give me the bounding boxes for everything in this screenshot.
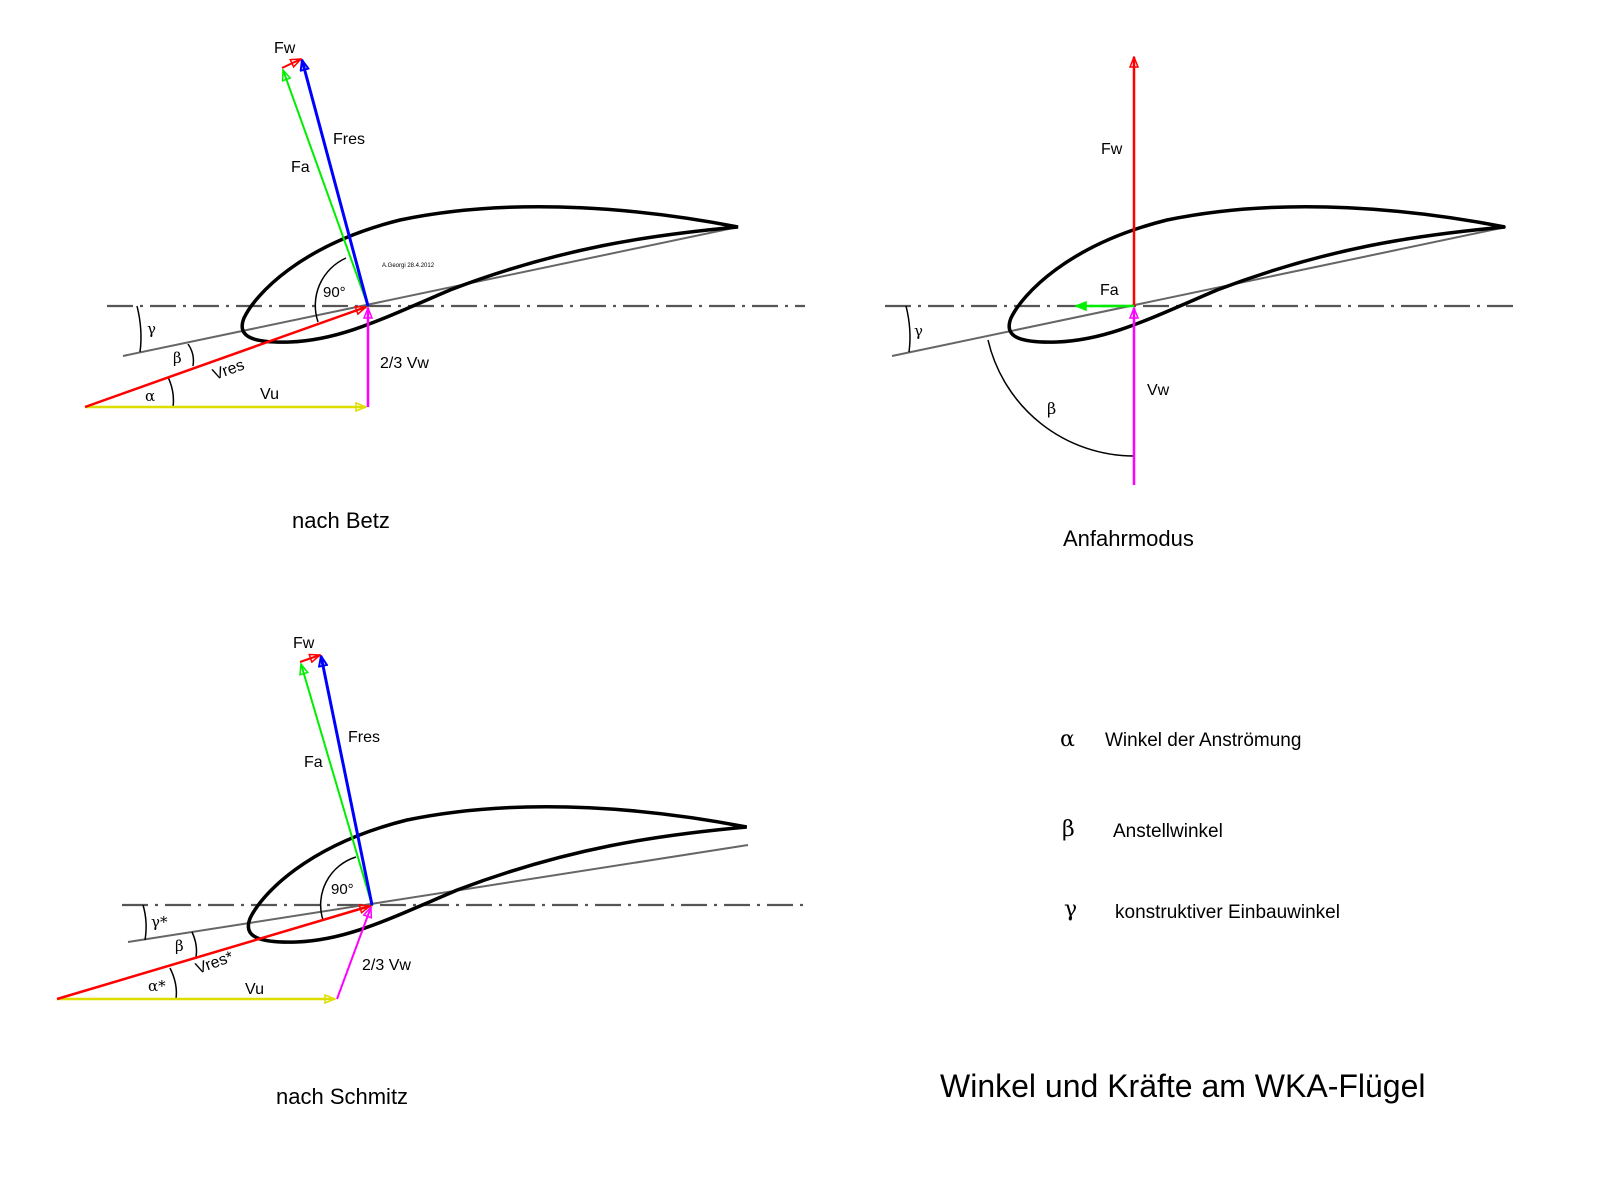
gamma-arc (142, 904, 147, 941)
vw-label: 2/3 Vw (380, 355, 429, 372)
legend-symbol-beta: β (1062, 817, 1075, 842)
chord-line (122, 226, 739, 357)
vu-label: Vu (245, 981, 264, 998)
right-angle-arc (314, 257, 347, 323)
beta-label: β (175, 937, 184, 955)
gamma-label: γ* (151, 913, 168, 931)
fres-arrow (302, 60, 370, 307)
legend-text-gamma: konstruktiver Einbauwinkel (1115, 902, 1340, 923)
vres-arrow (56, 906, 370, 1001)
right-angle-label: 90° (331, 881, 354, 898)
gamma-label: γ (147, 320, 156, 338)
chord-line (127, 844, 749, 943)
betz-caption: nach Betz (292, 508, 390, 533)
legend-text-beta: Anstellwinkel (1113, 821, 1223, 842)
alpha-label: α (145, 387, 155, 405)
right-angle-label: 90° (323, 284, 346, 301)
fres-arrow (321, 656, 374, 906)
page-title: Winkel und Kräfte am WKA-Flügel (940, 1068, 1426, 1104)
legend-symbol-gamma: γ (1064, 897, 1077, 922)
anfahr-caption: Anfahrmodus (1063, 526, 1194, 551)
fa-label: Fa (304, 754, 323, 771)
fa-label: Fa (1100, 282, 1119, 299)
vw-label: 2/3 Vw (362, 957, 411, 974)
author-signature: A.Georgi 28.4.2012 (382, 263, 435, 269)
airfoil-profile (240, 204, 740, 344)
airfoil-profile (1007, 204, 1507, 344)
fw-label: Fw (293, 635, 315, 652)
fres-label: Fres (333, 131, 365, 148)
fa-arrow (283, 70, 369, 307)
vu-label: Vu (260, 386, 279, 403)
vres-arrow (84, 307, 366, 409)
gamma-arc (136, 305, 142, 353)
beta-arc (987, 339, 1135, 457)
legend-symbol-alpha: α (1060, 727, 1075, 752)
fw-arrow (281, 58, 301, 69)
right-angle-arc (319, 856, 357, 921)
gamma-arc (905, 305, 911, 353)
betz-diagram: Fw Fres Fa A.Georgi 28.4.2012 90° γ β α … (84, 40, 805, 533)
beta-label: β (173, 349, 182, 367)
alpha-arc (169, 967, 178, 1000)
gamma-label: γ (914, 322, 923, 340)
schmitz-caption: nach Schmitz (276, 1084, 408, 1109)
fa-arrow (301, 664, 373, 906)
anfahr-diagram: Fw Fa Vw γ β Anfahrmodus (885, 57, 1520, 551)
chord-line (891, 226, 1507, 357)
airfoil-profile (246, 804, 749, 944)
legend-text-alpha: Winkel der Anströmung (1105, 730, 1301, 751)
vw-label: Vw (1147, 382, 1170, 399)
fw-arrow (299, 655, 320, 662)
fw-label: Fw (274, 40, 296, 57)
legend: α Winkel der Anströmung β Anstellwinkel … (1060, 727, 1340, 923)
alpha-arc (167, 376, 175, 408)
fw-label: Fw (1101, 141, 1123, 158)
alpha-label: α* (148, 977, 166, 995)
fres-label: Fres (348, 729, 380, 746)
beta-label: β (1047, 399, 1056, 418)
beta-arc (191, 931, 198, 958)
vw-arrow (336, 907, 371, 1000)
schmitz-diagram: Fw Fres Fa 90° γ* β α* Vres* Vu 2/3 Vw n… (56, 635, 808, 1109)
beta-arc (187, 343, 195, 367)
fa-label: Fa (291, 159, 310, 176)
